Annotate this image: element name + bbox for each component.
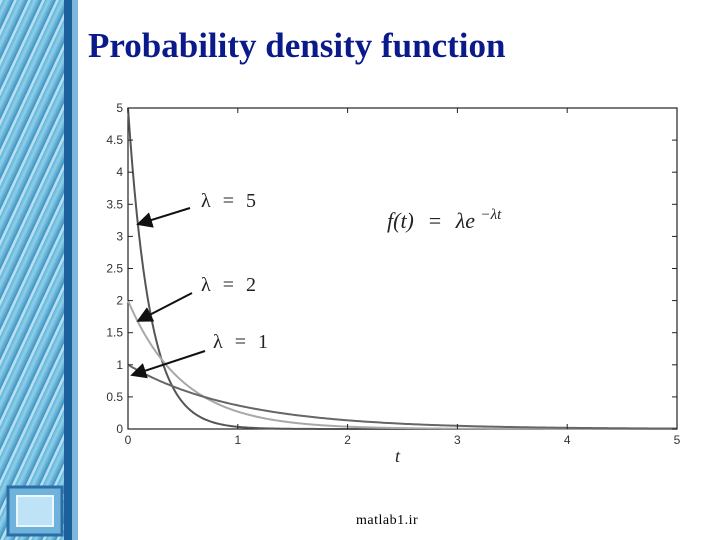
footer-text: matlab1.ir (356, 513, 419, 528)
y-tick-label: 4 (116, 165, 123, 179)
y-tick-label: 0 (116, 422, 123, 436)
series-line-lambda-1 (127, 363, 678, 430)
label-symbol: λ (201, 274, 211, 296)
y-tick-label: 3 (116, 229, 123, 243)
label-eq: = (223, 274, 234, 296)
series-label-lambda-5: λ = 5 (201, 190, 256, 212)
formula-rhs: λe (455, 208, 476, 233)
formula-text: f(t) = λe −λt (387, 207, 502, 233)
label-eq: = (235, 331, 246, 353)
x-tick-label: 4 (564, 433, 571, 447)
y-tick-label: 5 (116, 101, 123, 115)
arrow-lambda-1 (130, 350, 206, 379)
series-line-lambda-5 (127, 107, 677, 430)
x-tick-label: 3 (454, 433, 461, 447)
x-axis-label: t (395, 446, 401, 466)
x-tick-label: 0 (125, 433, 132, 447)
y-tick-label: 2 (116, 294, 123, 308)
y-tick-label: 4.5 (106, 133, 123, 147)
y-tick-label: 1 (116, 358, 123, 372)
x-tick-label: 2 (344, 433, 351, 447)
x-tick-label: 1 (234, 433, 241, 447)
label-eq: = (223, 190, 234, 212)
formula-lhs: f(t) (387, 208, 414, 233)
decorative-sidebar (0, 0, 78, 540)
series-line-lambda-2 (127, 300, 677, 430)
y-tick-label: 1.5 (106, 326, 123, 340)
y-tick-label: 2.5 (106, 262, 123, 276)
y-tick-label: 3.5 (106, 197, 123, 211)
formula-eq: = (427, 208, 442, 233)
y-tick-label: 0.5 (106, 390, 123, 404)
label-symbol: λ (201, 190, 211, 212)
arrow-lambda-2 (136, 292, 193, 322)
label-symbol: λ (213, 331, 223, 353)
slide-title: Probability density function (88, 26, 506, 65)
series-label-lambda-1: λ = 1 (213, 331, 268, 353)
label-value: 5 (246, 190, 256, 212)
label-value: 2 (246, 274, 256, 296)
formula-exp: −λt (481, 207, 503, 223)
plot-frame (127, 107, 678, 430)
label-value: 1 (258, 331, 268, 353)
arrow-lambda-5 (136, 207, 191, 228)
series-label-lambda-2: λ = 2 (201, 274, 256, 296)
pdf-chart: 0 1 2 3 4 5 0 0.5 1 1.5 2 2.5 3 3.5 4 4.5 5 λ = 5 λ = 2 λ = 1 f(… (106, 101, 681, 466)
x-tick-label: 5 (674, 433, 681, 447)
